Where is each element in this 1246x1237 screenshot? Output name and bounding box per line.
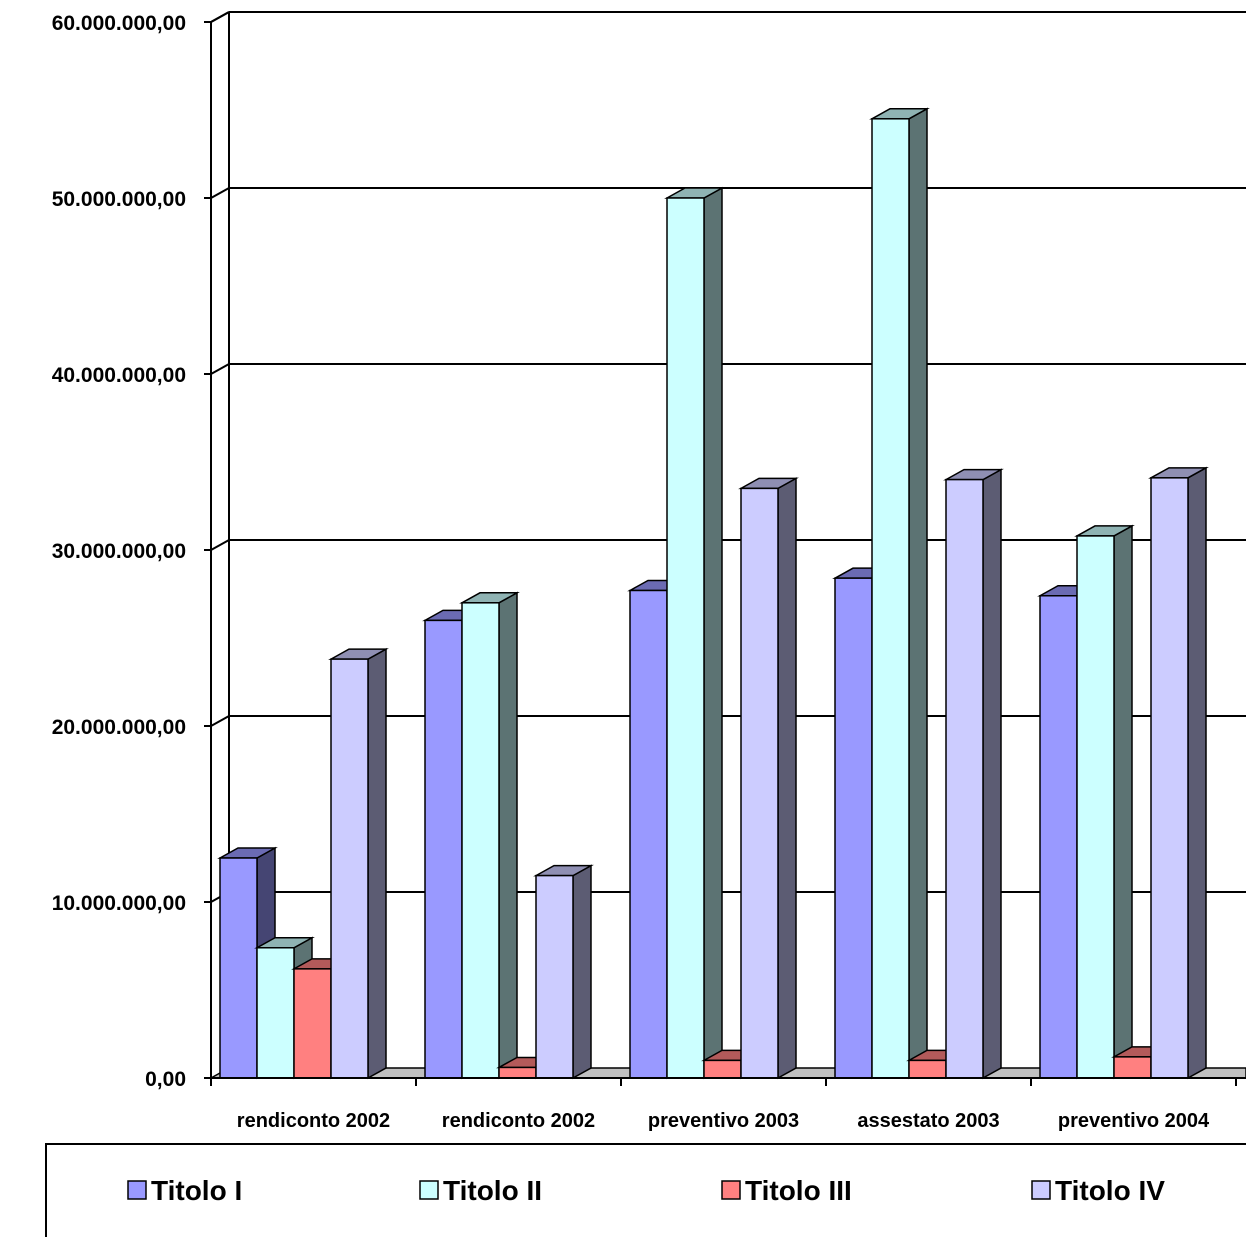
bar-front xyxy=(1039,595,1078,1079)
bar-front xyxy=(461,602,500,1079)
bar-front xyxy=(1113,1056,1152,1079)
legend-swatch xyxy=(721,1180,741,1200)
legend-swatch xyxy=(127,1180,147,1200)
bar-front xyxy=(498,1066,537,1079)
legend-label: Titolo II xyxy=(443,1175,542,1206)
legend-label: Titolo IV xyxy=(1055,1175,1165,1206)
bar-side xyxy=(703,186,723,1080)
legend-label: Titolo I xyxy=(151,1175,242,1206)
legend: Titolo I Titolo II Titolo III Titolo IV xyxy=(45,1143,1246,1237)
bar-side xyxy=(572,864,592,1080)
bar-front xyxy=(256,947,295,1079)
bar-front xyxy=(330,658,369,1079)
bar-titolo-iv xyxy=(738,477,799,1080)
bar-front xyxy=(1150,477,1189,1079)
bar-front xyxy=(945,478,984,1079)
bar-front xyxy=(293,968,332,1079)
bar-side xyxy=(982,468,1002,1080)
bars xyxy=(217,107,1209,1080)
y-axis-tick-label: 50.000.000,00 xyxy=(52,188,186,211)
bar-titolo-ii xyxy=(664,186,725,1080)
bar-front xyxy=(629,589,668,1079)
gridline-diagonal xyxy=(210,187,230,199)
x-axis-category-label: assestato 2003 xyxy=(857,1110,999,1132)
gridline-diagonal xyxy=(210,363,230,375)
x-axis-category-label: preventivo 2003 xyxy=(648,1110,799,1132)
bar-front xyxy=(740,487,779,1079)
y-axis-tick-label: 10.000.000,00 xyxy=(52,892,186,915)
bar-side xyxy=(1113,524,1133,1080)
x-axis-category-label: preventivo 2004 xyxy=(1058,1110,1210,1132)
y-axis-tick-labels: 0,00 10.000.000,00 20.000.000,00 30.000.000… xyxy=(52,12,186,1091)
bar-side xyxy=(777,477,797,1080)
axes xyxy=(204,11,1246,1086)
y-axis-tick-label: 60.000.000,00 xyxy=(52,12,186,35)
bar-titolo-ii xyxy=(459,591,520,1080)
bar-front xyxy=(424,619,463,1079)
bar-front xyxy=(1076,535,1115,1079)
bar-titolo-iv xyxy=(328,647,389,1080)
bar-front xyxy=(219,857,258,1079)
bar-side xyxy=(367,647,387,1080)
y-axis-tick-label: 20.000.000,00 xyxy=(52,716,186,739)
bar-side xyxy=(908,107,928,1080)
bar-titolo-ii xyxy=(869,107,930,1080)
bar-titolo-iv xyxy=(533,864,594,1080)
x-axis-category-label: rendiconto 2002 xyxy=(442,1110,595,1132)
legend-frame xyxy=(45,1143,1246,1237)
x-axis-category-labels: rendiconto 2002 rendiconto 2002 preventivo… xyxy=(237,1110,1210,1132)
x-axis-category-label: rendiconto 2002 xyxy=(237,1110,390,1132)
gridline-diagonal xyxy=(210,715,230,727)
legend-label: Titolo III xyxy=(745,1175,852,1206)
y-axis-tick-label: 0,00 xyxy=(145,1068,186,1091)
bar-front xyxy=(666,197,705,1079)
bar-side xyxy=(1187,466,1207,1080)
bar-titolo-iv xyxy=(943,468,1004,1080)
bar-front xyxy=(834,577,873,1079)
bar-front xyxy=(703,1059,742,1079)
legend-swatch xyxy=(1031,1180,1051,1200)
bar-side xyxy=(498,591,518,1080)
legend-swatch xyxy=(419,1180,439,1200)
gridline-diagonal xyxy=(210,539,230,551)
y-axis-top-diagonal xyxy=(210,11,230,23)
bar-titolo-iv xyxy=(1148,466,1209,1080)
bar-titolo-ii xyxy=(1074,524,1135,1080)
y-axis-tick-label: 40.000.000,00 xyxy=(52,364,186,387)
bar-front xyxy=(871,118,910,1079)
y-axis-tick-label: 30.000.000,00 xyxy=(52,540,186,563)
bar-front xyxy=(535,874,574,1079)
bar-front xyxy=(908,1059,947,1079)
